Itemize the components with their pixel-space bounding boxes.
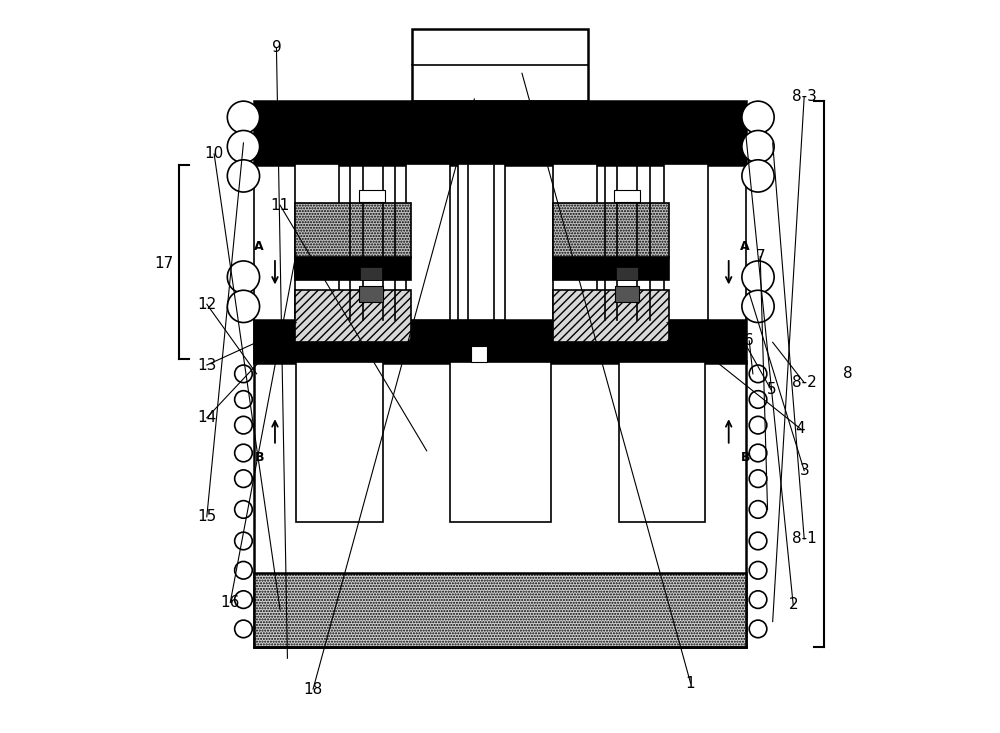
Text: B: B [254,451,264,464]
Circle shape [235,501,252,518]
Text: 8-2: 8-2 [792,375,817,390]
Bar [254,165,746,363]
Text: 14: 14 [197,410,216,425]
Bar [664,164,708,320]
Text: A: A [254,240,264,253]
Text: 5: 5 [766,383,776,397]
Bar [450,362,551,522]
Text: 12: 12 [197,297,216,312]
Circle shape [749,391,767,408]
Circle shape [235,391,252,408]
Bar [553,290,669,342]
Bar [295,257,411,280]
Circle shape [235,416,252,434]
Circle shape [749,561,767,579]
Bar [295,164,339,320]
Bar [471,346,487,362]
Text: 6: 6 [744,334,754,348]
Circle shape [235,620,252,638]
Circle shape [742,261,774,293]
Bar [458,164,505,320]
Text: 8-3: 8-3 [792,89,817,104]
Bar [295,290,411,342]
Circle shape [749,365,767,383]
Text: 11: 11 [270,198,290,213]
Bar [254,573,746,647]
Circle shape [749,501,767,518]
Bar [614,190,640,202]
Circle shape [749,532,767,550]
Bar [406,164,450,320]
Text: 4: 4 [796,421,805,436]
Circle shape [749,416,767,434]
Text: 8-1: 8-1 [792,531,817,546]
Circle shape [742,130,774,163]
Circle shape [235,365,252,383]
Circle shape [235,444,252,462]
Circle shape [742,160,774,192]
Text: 10: 10 [205,147,224,161]
Bar [295,203,411,258]
Text: 17: 17 [155,257,174,271]
Circle shape [749,591,767,608]
Circle shape [227,101,260,133]
Bar [360,267,382,280]
Bar [412,29,588,101]
Text: B: B [740,451,750,464]
Text: 13: 13 [197,358,216,372]
Circle shape [742,101,774,133]
Bar [254,361,746,647]
Circle shape [227,160,260,192]
Bar [359,190,385,202]
Text: 9: 9 [272,40,281,55]
Text: 7: 7 [755,249,765,264]
Bar [254,101,746,165]
Text: 3: 3 [799,463,809,478]
Bar [616,267,638,280]
Circle shape [235,591,252,608]
Circle shape [749,444,767,462]
Bar [615,286,639,302]
Bar [553,203,669,258]
Bar [296,362,383,522]
Circle shape [235,532,252,550]
Text: 16: 16 [221,595,240,610]
Text: A: A [740,240,750,253]
Circle shape [227,261,260,293]
Circle shape [749,470,767,487]
Text: 2: 2 [788,597,798,612]
Bar [619,362,705,522]
Text: 1: 1 [686,676,695,690]
Bar [553,257,669,280]
Bar [254,320,746,363]
Circle shape [749,620,767,638]
Text: 8: 8 [843,366,853,381]
Circle shape [742,290,774,323]
Text: 15: 15 [197,509,216,524]
Circle shape [227,290,260,323]
Text: 18: 18 [303,682,323,696]
Circle shape [235,470,252,487]
Circle shape [235,561,252,579]
Circle shape [227,130,260,163]
Bar [359,286,383,302]
Bar [553,164,597,320]
